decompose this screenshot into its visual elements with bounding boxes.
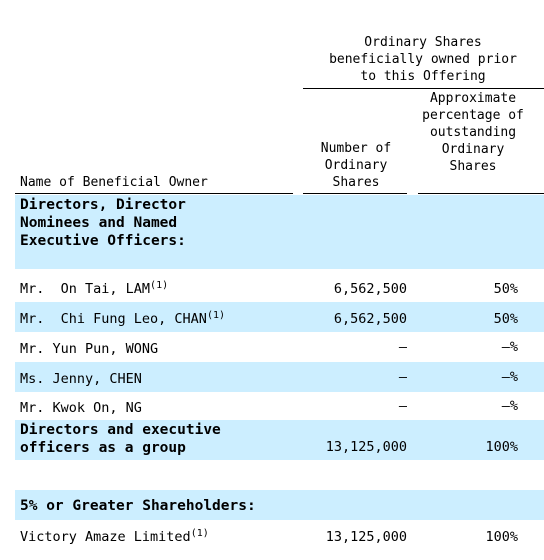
owner-name: Mr. Kwok On, NG <box>20 400 142 416</box>
owner-name: Victory Amaze Limited(1) <box>20 528 209 546</box>
owner-name: Mr. On Tai, LAM(1) <box>20 280 169 298</box>
share-percent: 50% <box>493 281 518 297</box>
number-header-rule <box>303 193 407 194</box>
owner-header-rule <box>15 193 293 194</box>
share-number: — <box>398 369 407 385</box>
column-header-percent: Approximate percentage of outstanding Or… <box>418 90 528 175</box>
band-row-4 <box>15 362 544 392</box>
percent-header-rule <box>418 193 544 194</box>
share-percent: 100% <box>485 529 518 545</box>
share-percent: 50% <box>493 311 518 327</box>
owner-name: Ms. Jenny, CHEN <box>20 371 142 387</box>
share-number: 6,562,500 <box>333 311 407 327</box>
footnote-ref: (1) <box>206 310 225 321</box>
column-header-percent-text: Approximate percentage of outstanding Or… <box>422 91 524 174</box>
band-group-total <box>15 420 544 460</box>
share-percent: —% <box>501 369 518 385</box>
group-total-percent: 100% <box>485 439 518 455</box>
band-row-2 <box>15 302 544 332</box>
column-header-number-text: Number of Ordinary Shares <box>320 141 392 190</box>
section-title-shareholders: 5% or Greater Shareholders: <box>20 498 256 514</box>
band-directors-title <box>15 195 544 269</box>
band-shareholders-title <box>15 490 544 520</box>
group-total-number: 13,125,000 <box>325 439 407 455</box>
footnote-ref: (1) <box>190 528 209 539</box>
column-header-owner: Name of Beneficial Owner <box>20 175 208 190</box>
share-number: 6,562,500 <box>333 281 407 297</box>
share-number: 13,125,000 <box>325 529 407 545</box>
share-number: — <box>398 398 407 414</box>
group-total-label: Directors and executive officers as a gr… <box>20 422 221 456</box>
column-group-title: Ordinary Shares beneficially owned prior… <box>329 35 517 84</box>
share-number: — <box>398 339 407 355</box>
group-header-rule <box>303 88 544 89</box>
share-percent: —% <box>501 339 518 355</box>
owner-name: Mr. Chi Fung Leo, CHAN(1) <box>20 310 225 328</box>
column-group-header: Ordinary Shares beneficially owned prior… <box>303 34 543 85</box>
owner-name: Mr. Yun Pun, WONG <box>20 341 159 357</box>
share-percent: —% <box>501 398 518 414</box>
section-title-directors: Directors, Director Nominees and Named E… <box>20 196 230 250</box>
section-title-directors-text: Directors, Director Nominees and Named E… <box>20 197 186 249</box>
footnote-ref: (1) <box>150 280 169 291</box>
column-header-number: Number of Ordinary Shares <box>308 140 404 191</box>
